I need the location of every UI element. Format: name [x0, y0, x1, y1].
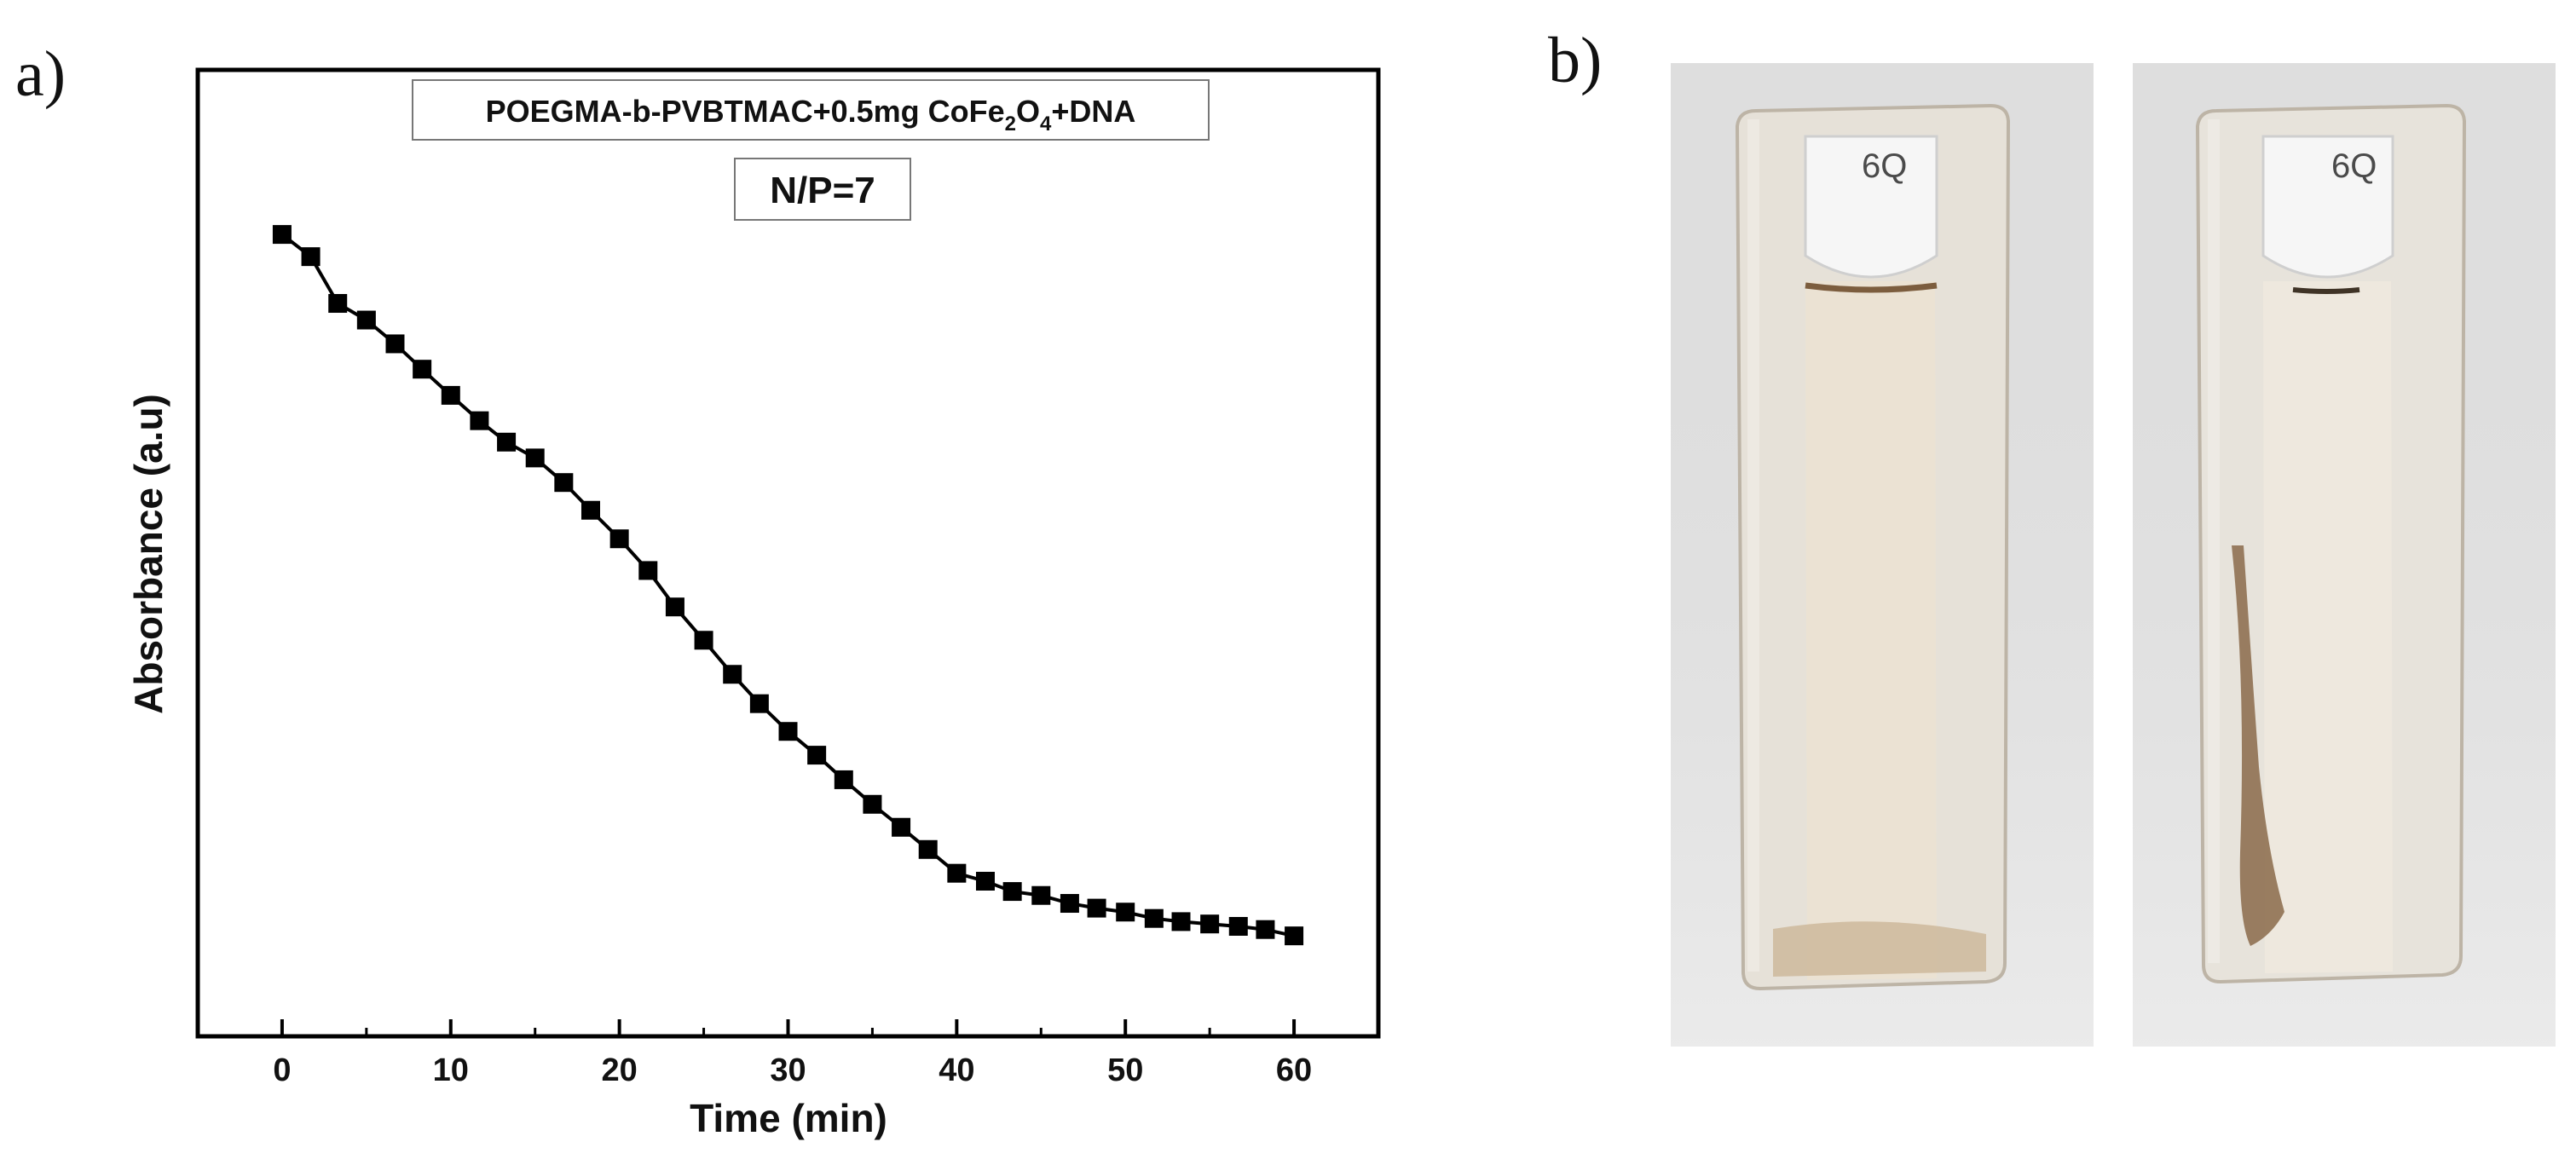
data-point — [1228, 916, 1248, 936]
data-point — [554, 473, 574, 493]
data-point — [581, 500, 601, 520]
data-point — [497, 432, 517, 452]
x-tick-label: 40 — [939, 1053, 974, 1088]
cuvette-photos: 6Q 6Q — [1671, 63, 2556, 1047]
panel-label-a: a) — [15, 38, 66, 110]
data-point — [807, 746, 827, 765]
cuvette-sediment-right — [2232, 545, 2284, 946]
cuvette-edge-highlight-right — [2208, 119, 2220, 963]
data-point — [525, 448, 545, 468]
data-point — [694, 631, 713, 650]
data-point — [356, 310, 376, 330]
data-point — [328, 294, 348, 314]
x-tick-label: 50 — [1107, 1053, 1143, 1088]
data-point — [1171, 912, 1191, 931]
x-tick-label: 0 — [273, 1053, 291, 1088]
cuvette-photo-right: 6Q — [2133, 63, 2556, 1047]
title-box — [412, 79, 1210, 141]
cuvette-label-right: 6Q — [2331, 147, 2377, 185]
x-ticks: 0 10 20 30 40 50 60 — [273, 1019, 1312, 1088]
data-point — [918, 839, 938, 859]
data-point — [1285, 926, 1304, 946]
x-tick-label: 20 — [602, 1053, 638, 1088]
series-line — [280, 233, 1295, 938]
cuvette-sediment-left — [1773, 921, 1986, 977]
data-point — [863, 794, 882, 814]
data-point — [413, 360, 432, 379]
x-axis-title: Time (min) — [690, 1096, 887, 1140]
cuvette-cap-right — [2261, 135, 2394, 279]
cuvette-liquid-left — [1805, 281, 1937, 980]
absorbance-chart: POEGMA-b-PVBTMAC+0.5mg CoFe2O4+DNA N/P=7… — [126, 67, 1381, 1140]
data-point — [470, 411, 489, 430]
panel-label-b: b) — [1548, 25, 1602, 96]
x-tick-label: 30 — [770, 1053, 806, 1088]
data-point — [1002, 882, 1022, 902]
data-point — [1200, 914, 1220, 934]
data-point — [834, 770, 853, 789]
chart-title: POEGMA-b-PVBTMAC+0.5mg CoFe2O4+DNA — [486, 94, 1136, 136]
series-layer — [272, 225, 1304, 946]
cuvette-label-left: 6Q — [1862, 147, 1907, 185]
data-point — [1031, 885, 1051, 905]
data-point — [1256, 920, 1275, 939]
data-point — [385, 334, 405, 354]
data-point — [1144, 908, 1164, 928]
y-axis-title: Absorbance (a.u) — [126, 394, 170, 714]
x-tick-label: 60 — [1276, 1053, 1312, 1088]
data-point — [301, 247, 321, 267]
data-point — [1116, 903, 1135, 922]
cuvette-edge-highlight-left — [1747, 119, 1759, 972]
cuvette-meniscus-left — [1805, 282, 1938, 293]
data-point — [441, 385, 460, 405]
cuvette-meniscus-right — [2292, 287, 2360, 294]
chart-subtitle: N/P=7 — [770, 170, 875, 211]
data-point — [1060, 894, 1079, 914]
cuvette-cap-left — [1804, 135, 1938, 279]
data-point — [749, 694, 769, 713]
data-point — [723, 665, 742, 684]
cuvette-liquid-right — [2263, 281, 2393, 973]
data-point — [1087, 898, 1106, 918]
data-point — [272, 225, 292, 245]
cuvette-photo-left: 6Q — [1671, 63, 2094, 1047]
subtitle-box — [734, 158, 911, 221]
data-point — [892, 817, 911, 837]
data-point — [947, 863, 967, 883]
data-point — [975, 871, 995, 891]
data-point — [778, 722, 798, 741]
x-tick-label: 10 — [433, 1053, 469, 1088]
data-point — [638, 561, 658, 580]
data-point — [665, 597, 684, 617]
data-point — [609, 529, 629, 549]
